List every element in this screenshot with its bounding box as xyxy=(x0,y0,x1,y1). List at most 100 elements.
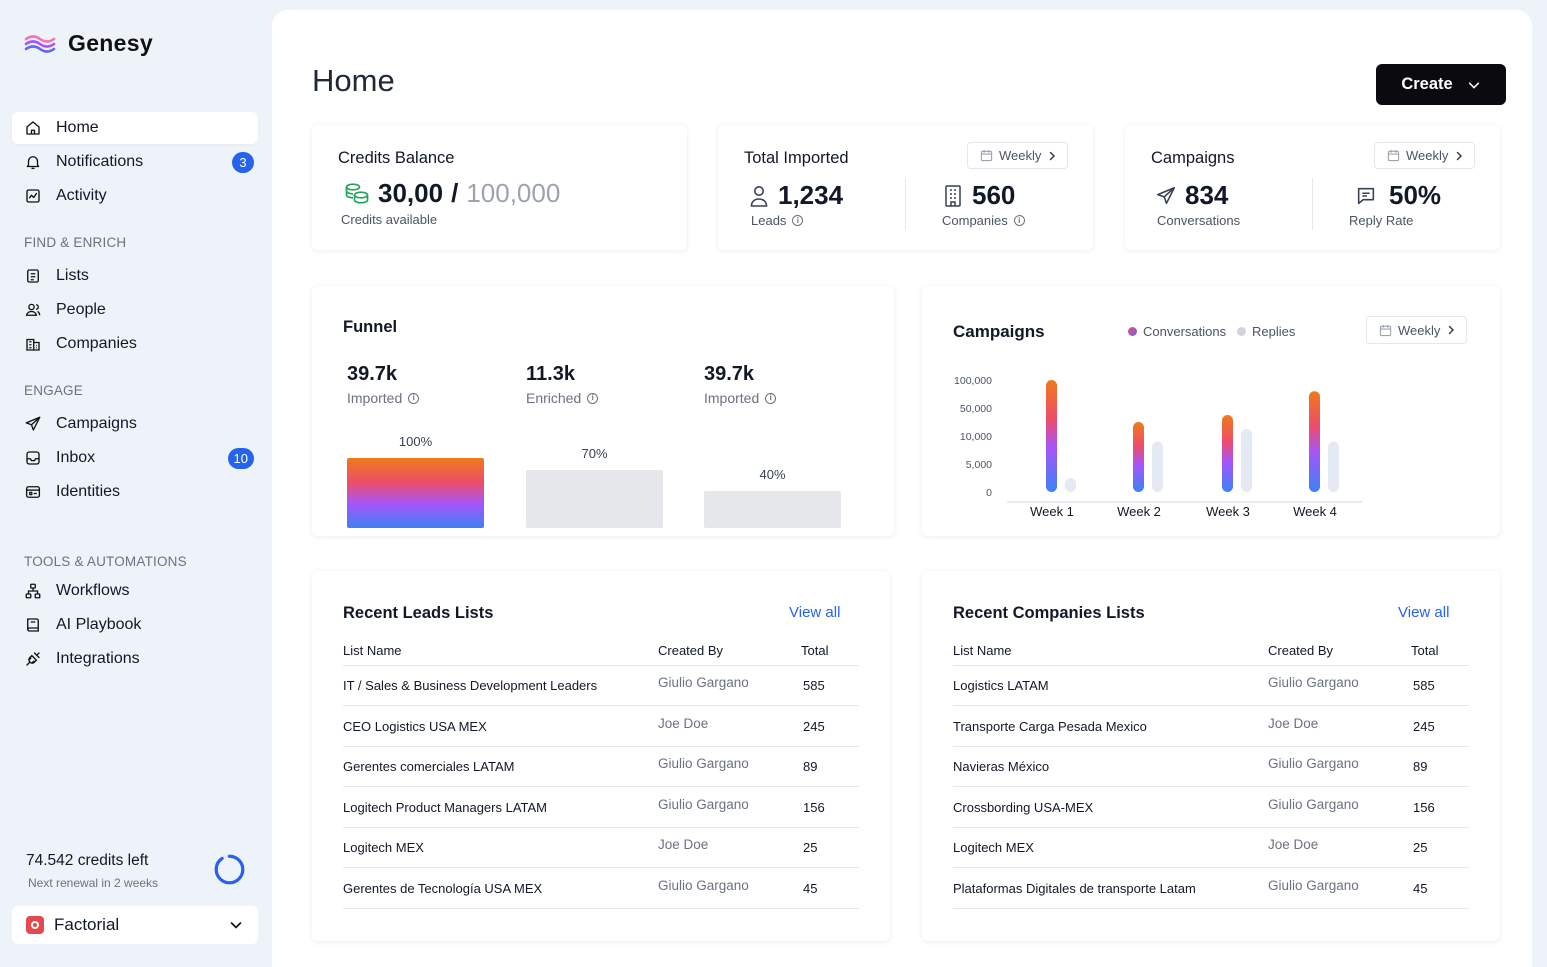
table-row[interactable]: Navieras México Giulio Gargano 89 xyxy=(953,746,1469,786)
stat-divider xyxy=(905,178,906,230)
funnel-stage-percent: 100% xyxy=(398,434,433,449)
sidebar-item-people[interactable]: People xyxy=(12,294,258,326)
funnel-stage-value: 39.7k xyxy=(347,363,398,385)
sidebar-item-label: Inbox xyxy=(56,449,96,466)
table-row[interactable]: CEO Logistics USA MEX Joe Doe 245 xyxy=(343,706,859,746)
list-name-cell: Logistics LATAM xyxy=(953,678,1049,693)
sidebar-item-label: Lists xyxy=(56,267,89,284)
campaigns-chart-period-select[interactable]: Weekly xyxy=(1366,316,1468,344)
column-header: List Name xyxy=(343,643,402,658)
campaigns-period-select[interactable]: Weekly xyxy=(1374,142,1476,169)
x-tick-label: Week 2 xyxy=(1117,504,1161,519)
legend-label: Conversations xyxy=(1143,324,1227,339)
total-cell: 25 xyxy=(1413,840,1428,856)
inbox-icon xyxy=(26,451,40,465)
bell-icon xyxy=(26,156,40,170)
sidebar-item-lists[interactable]: Lists xyxy=(12,260,258,292)
sidebar-item-notifications[interactable]: Notifications 3 xyxy=(12,146,258,178)
list-name-cell: Logitech MEX xyxy=(343,840,424,856)
table-row[interactable]: Crossbording USA-MEX Giulio Gargano 156 xyxy=(953,787,1469,827)
bar-replies[interactable] xyxy=(1241,429,1252,492)
chevron-right-icon xyxy=(1457,151,1463,160)
row-divider xyxy=(343,705,859,706)
table-row[interactable]: Transporte Carga Pesada Mexico Joe Doe 245 xyxy=(953,706,1469,746)
created-by-cell: Giulio Gargano xyxy=(1268,675,1359,690)
user-icon xyxy=(750,185,768,207)
bar-replies[interactable] xyxy=(1065,478,1076,492)
id-card-icon xyxy=(25,486,41,498)
list-name-cell: Plataformas Digitales de transporte Lata… xyxy=(953,881,1196,896)
y-tick-label: 10,000 xyxy=(960,431,992,443)
bar-replies[interactable] xyxy=(1328,441,1339,492)
funnel-stage-label: Imported xyxy=(704,390,760,406)
info-icon[interactable]: i xyxy=(408,392,420,404)
book-icon xyxy=(27,618,39,632)
companies-view-all-link[interactable]: View all xyxy=(1398,604,1450,621)
sidebar-item-companies[interactable]: Companies xyxy=(12,328,258,360)
info-icon[interactable]: i xyxy=(765,392,777,404)
bar-conversations[interactable] xyxy=(1222,415,1233,492)
workflow-icon xyxy=(25,583,41,599)
table-row[interactable]: Gerentes de Tecnología USA MEX Giulio Gar… xyxy=(343,868,859,908)
funnel-stage-percent: 70% xyxy=(581,446,608,461)
funnel-stage-label-row: Enriched i xyxy=(526,390,599,406)
table-row[interactable]: Logitech Product Managers LATAM Giulio Ga… xyxy=(343,787,859,827)
calendar-icon xyxy=(980,149,993,162)
total-imported-card: Total Imported Weekly 1,234 Leads i 560 … xyxy=(718,125,1093,250)
total-imported-period-select[interactable]: Weekly xyxy=(967,142,1069,169)
renewal-note: Next renewal in 2 weeks xyxy=(28,876,159,890)
bar-conversations[interactable] xyxy=(1309,391,1320,492)
info-icon[interactable]: i xyxy=(1013,215,1025,226)
legend-label: Replies xyxy=(1252,324,1296,339)
bar-conversations[interactable] xyxy=(1133,422,1144,492)
created-by-cell: Giulio Gargano xyxy=(658,796,749,812)
sidebar-item-identities[interactable]: Identities xyxy=(12,476,258,508)
sidebar-item-inbox[interactable]: Inbox 10 xyxy=(12,442,258,474)
funnel-title: Funnel xyxy=(343,318,398,336)
table-row[interactable]: Logitech MEX Joe Doe 25 xyxy=(953,827,1469,867)
sidebar-item-integrations[interactable]: Integrations xyxy=(12,643,258,675)
sidebar-item-activity[interactable]: Activity xyxy=(12,180,258,212)
bar-conversations[interactable] xyxy=(1046,380,1057,492)
sidebar-item-workflows[interactable]: Workflows xyxy=(12,575,258,607)
app-logo[interactable]: Genesy xyxy=(24,30,153,57)
sidebar-item-label: Companies xyxy=(56,335,137,352)
legend-conversations: Conversations xyxy=(1128,324,1226,339)
table-row[interactable]: Logistics LATAM Giulio Gargano 585 xyxy=(953,665,1469,705)
leads-table: List Name Created By Total IT / Sales & Bus… xyxy=(343,643,859,923)
total-cell: 156 xyxy=(803,799,825,815)
y-tick-label: 100,000 xyxy=(954,375,992,387)
column-header: Created By xyxy=(658,643,724,658)
total-cell: 585 xyxy=(803,678,825,693)
table-row[interactable]: Plataformas Digitales de transporte Lata… xyxy=(953,868,1469,908)
total-cell: 89 xyxy=(1413,759,1428,775)
workspace-switcher[interactable]: Factorial xyxy=(12,906,258,944)
create-button[interactable]: Create xyxy=(1376,64,1506,105)
chevron-down-icon xyxy=(230,922,242,929)
row-divider xyxy=(343,786,859,788)
recent-companies-title: Recent Companies Lists xyxy=(953,604,1145,622)
table-row[interactable]: Gerentes comerciales LATAM Giulio Gargano… xyxy=(343,746,859,786)
section-label-find-enrich: FIND & ENRICH xyxy=(24,235,127,250)
sidebar-item-campaigns[interactable]: Campaigns xyxy=(12,408,258,440)
leads-view-all-link[interactable]: View all xyxy=(789,604,841,621)
table-row[interactable]: Logitech MEX Joe Doe 25 xyxy=(343,827,859,867)
companies-label-row: Companies i xyxy=(942,213,1025,228)
recent-leads-title: Recent Leads Lists xyxy=(343,604,494,622)
credits-left: 74.542 credits left xyxy=(26,852,149,869)
table-row[interactable]: IT / Sales & Business Development Leader… xyxy=(343,665,859,705)
created-by-cell: Joe Doe xyxy=(1268,715,1319,731)
info-icon[interactable]: i xyxy=(587,392,599,404)
list-name-cell: Crossbording USA-MEX xyxy=(953,799,1094,815)
sidebar-item-home[interactable]: Home xyxy=(12,112,258,144)
y-tick-label: 0 xyxy=(986,487,992,499)
sidebar-item-ai-playbook[interactable]: AI Playbook xyxy=(12,609,258,641)
created-by-cell: Joe Doe xyxy=(658,715,709,731)
column-header: List Name xyxy=(953,643,1012,658)
info-icon[interactable]: i xyxy=(792,215,804,226)
bar-replies[interactable] xyxy=(1152,441,1163,492)
app-name: Genesy xyxy=(68,30,153,56)
sidebar-item-label: People xyxy=(56,301,106,318)
list-name-cell: Gerentes de Tecnología USA MEX xyxy=(343,881,543,896)
funnel-stage-percent: 40% xyxy=(759,467,786,482)
